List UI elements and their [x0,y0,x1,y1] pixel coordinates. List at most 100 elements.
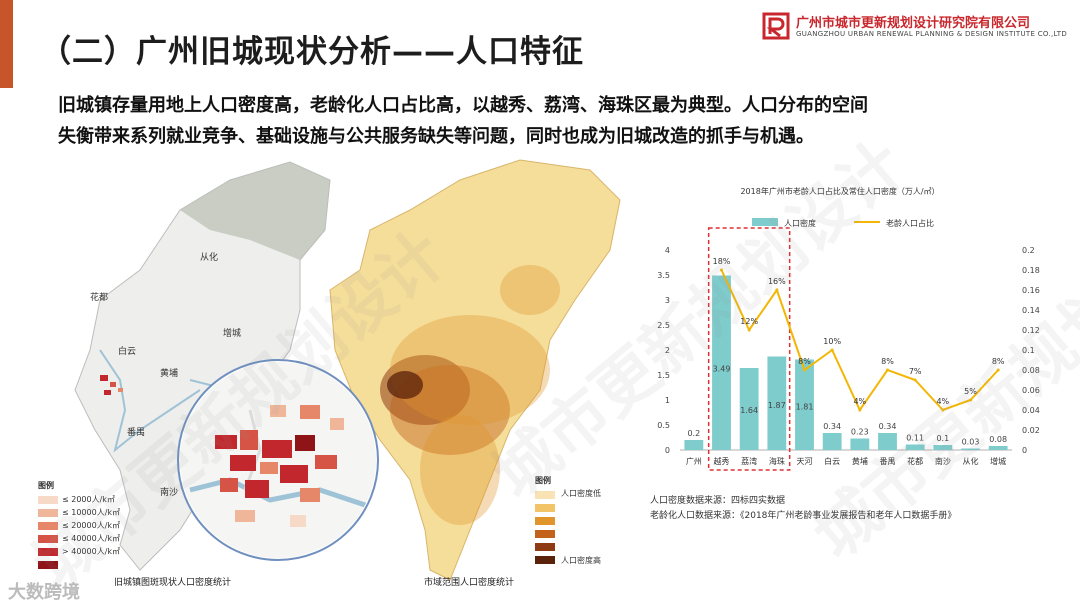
lead-paragraph: 旧城镇存量用地上人口密度高，老龄化人口占比高，以越秀、荔湾、海珠区最为典型。人口… [58,90,1018,152]
legend-swatch [38,547,58,556]
y-left-tick-label: 1.5 [657,371,670,380]
y-left-tick-label: 0 [665,446,670,455]
zoom-density-patches [215,405,344,527]
bar-value-label: 3.49 [713,364,731,373]
bar [684,440,704,450]
legend-swatch [535,529,555,538]
aging-ratio-label: 8% [798,357,811,366]
bar [961,448,980,450]
aging-ratio-label: 12% [740,317,758,326]
lead-line-2: 失衡带来系列就业竞争、基础设施与公共服务缺失等问题，同时也成为旧城改造的抓手与机… [58,126,814,147]
map-panel: 从化 花都 增城 白云 黄埔 番禺 南沙 [30,150,630,600]
y-right-tick-label: 0.02 [1022,426,1040,435]
zoom-circle-content [180,362,376,558]
left-map-river [99,349,201,453]
aging-ratio-label: 8% [881,357,894,366]
y-left-tick-label: 3.5 [657,271,670,280]
bar [739,368,759,450]
legend-swatch [535,542,555,551]
bar-value-label: 1.87 [768,401,786,410]
y-right-tick-label: 0.06 [1022,386,1040,395]
y-right-tick-label: 0.08 [1022,366,1040,375]
aging-ratio-label: 7% [909,367,922,376]
bar-value-label: 0.11 [906,434,924,443]
district-label-baiyun: 白云 [118,345,136,357]
company-logo: 广州市城市更新规划设计研究院有限公司 GUANGZHOU URBAN RENEW… [762,10,1072,44]
legend-swatch [38,560,58,569]
aging-ratio-label: 16% [768,277,786,286]
bar [905,444,925,450]
aging-ratio-point [996,368,1000,372]
x-tick-label: 南沙 [935,456,951,466]
right-map-shape [329,159,621,581]
left-legend-item: ≤ 2000人/k㎡ [38,493,120,506]
page-title: （二）广州旧城现状分析——人口特征 [40,34,584,70]
aging-ratio-label: 18% [713,257,731,266]
left-map-legend: 图例 ≤ 2000人/k㎡ ≤ 10000人/k㎡ ≤ 20000人/k㎡ ≤ … [38,480,120,571]
x-tick-label: 白云 [824,456,840,466]
bar [767,356,787,450]
company-subtitle: GUANGZHOU URBAN RENEWAL PLANNING & DESIG… [796,30,1068,38]
chart-legend: 人口密度 老龄人口占比 [752,218,934,228]
legend-label-density: 人口密度 [784,218,816,228]
left-legend-item: ≤ 10000人/k㎡ [38,506,120,519]
bar-value-label: 0.2 [687,429,700,438]
aging-ratio-point [775,288,779,292]
legend-swatch [535,555,555,564]
bar [795,359,814,450]
bar-value-label: 0.03 [962,438,980,447]
source-aging: 老龄化人口数据来源：《2018年广州老龄事业发展报告和老年人口数据手册》 [650,511,957,521]
company-logo-mark-icon [762,12,790,40]
x-tick-label: 黄埔 [852,456,868,466]
district-label-huadu: 花都 [90,291,108,303]
bar-value-label: 0.34 [879,422,897,431]
x-tick-label: 增城 [990,456,1006,466]
aging-ratio-point [858,408,862,412]
bar-value-label: 1.64 [740,406,758,415]
x-tick-label: 越秀 [714,456,730,466]
combo-chart: 2018年广州市老龄人口占比及常住人口密度（万人/㎡） 人口密度 老龄人口占比 0… [657,186,1040,471]
legend-swatch [38,495,58,504]
left-legend-title: 图例 [38,481,54,490]
right-legend-low: 人口密度低 [561,489,601,498]
aging-ratio-point [941,408,945,412]
legend-label-aging: 老龄人口占比 [886,218,934,228]
y-right-tick-label: 0.1 [1022,346,1035,355]
y-right-tick-label: 0.18 [1022,266,1040,275]
bar [712,275,731,450]
lead-line-1: 旧城镇存量用地上人口密度高，老龄化人口占比高，以越秀、荔湾、海珠区最为典型。人口… [58,95,868,116]
y-right-tick-label: 0.16 [1022,286,1040,295]
right-map-caption: 市域范围人口密度统计 [424,578,515,588]
maps-svg: 从化 花都 增城 白云 黄埔 番禺 南沙 [74,159,621,581]
left-map-caption: 旧城镇图斑现状人口密度统计 [114,578,232,588]
y-left-tick-label: 3 [665,296,670,305]
bar [933,445,953,450]
legend-swatch [535,490,555,499]
y-left-tick-label: 1 [665,396,670,405]
legend-swatch-density [752,218,778,226]
highlight-box [707,227,791,471]
aging-ratio-point [720,268,723,272]
aging-ratio-point [969,398,972,402]
legend-swatch [535,503,555,512]
district-label-huangpu: 黄埔 [160,367,178,379]
bar [988,446,1008,450]
district-label-conghua: 从化 [200,251,218,263]
aging-ratio-label: 8% [992,357,1005,366]
aging-ratio-point [830,348,834,352]
bar-value-label: 0.34 [823,422,841,431]
left-map-mountain-area [180,162,330,260]
right-legend-high: 人口密度高 [561,556,601,565]
legend-swatch [38,508,58,517]
bar-value-label: 0.08 [989,435,1007,444]
right-map-density-core [380,265,560,525]
aging-ratio-point [913,378,917,382]
y-left-tick-label: 2 [665,346,670,355]
left-legend-item: ≤ 20000人/k㎡ [38,519,120,532]
left-map-old-town-patches [100,375,123,395]
left-legend-item: > 40000人/k㎡ [38,545,120,558]
district-label-nansha: 南沙 [160,486,178,498]
right-map-legend: 图例 人口密度低 人口密度高 [535,475,601,566]
chart-panel: 2018年广州市老龄人口占比及常住人口密度（万人/㎡） 人口密度 老龄人口占比 0… [640,180,1060,480]
district-label-zengcheng: 增城 [223,327,241,339]
